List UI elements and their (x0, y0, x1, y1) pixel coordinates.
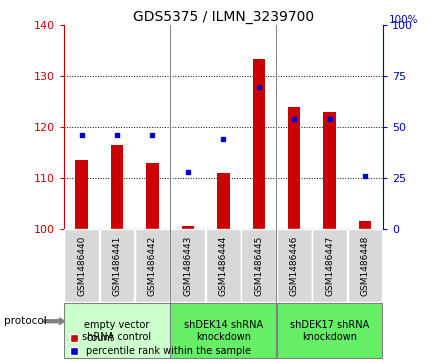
Bar (253, 58, 265, 229)
Text: GSM1486448: GSM1486448 (360, 236, 370, 296)
FancyBboxPatch shape (170, 303, 276, 358)
Bar (288, 107, 301, 229)
Bar (75, 160, 88, 229)
FancyBboxPatch shape (312, 229, 347, 302)
Text: GSM1486443: GSM1486443 (183, 236, 192, 296)
FancyBboxPatch shape (277, 303, 382, 358)
Text: GSM1486442: GSM1486442 (148, 236, 157, 296)
Bar (217, 173, 230, 229)
FancyBboxPatch shape (64, 229, 99, 302)
Bar (323, 112, 336, 229)
FancyBboxPatch shape (64, 303, 170, 358)
FancyBboxPatch shape (242, 229, 276, 302)
Text: shDEK17 shRNA
knockdown: shDEK17 shRNA knockdown (290, 320, 369, 342)
FancyBboxPatch shape (348, 229, 382, 302)
Text: GSM1486445: GSM1486445 (254, 236, 263, 296)
FancyBboxPatch shape (206, 229, 241, 302)
Bar (111, 145, 123, 229)
Text: shDEK14 shRNA
knockdown: shDEK14 shRNA knockdown (184, 320, 263, 342)
Legend: count, percentile rank within the sample: count, percentile rank within the sample (69, 331, 253, 358)
Text: GSM1486444: GSM1486444 (219, 236, 228, 296)
Bar (359, 221, 371, 229)
Text: empty vector
shRNA control: empty vector shRNA control (82, 320, 151, 342)
Text: GSM1486446: GSM1486446 (290, 236, 299, 296)
Text: GSM1486441: GSM1486441 (113, 236, 121, 296)
FancyBboxPatch shape (170, 229, 205, 302)
Bar (146, 163, 158, 229)
Title: GDS5375 / ILMN_3239700: GDS5375 / ILMN_3239700 (133, 11, 314, 24)
Text: GSM1486440: GSM1486440 (77, 236, 86, 296)
Text: 100%: 100% (389, 15, 419, 25)
FancyBboxPatch shape (135, 229, 170, 302)
FancyBboxPatch shape (99, 229, 134, 302)
FancyBboxPatch shape (277, 229, 312, 302)
Text: GSM1486447: GSM1486447 (325, 236, 334, 296)
Bar (182, 227, 194, 229)
Text: protocol: protocol (4, 316, 47, 326)
